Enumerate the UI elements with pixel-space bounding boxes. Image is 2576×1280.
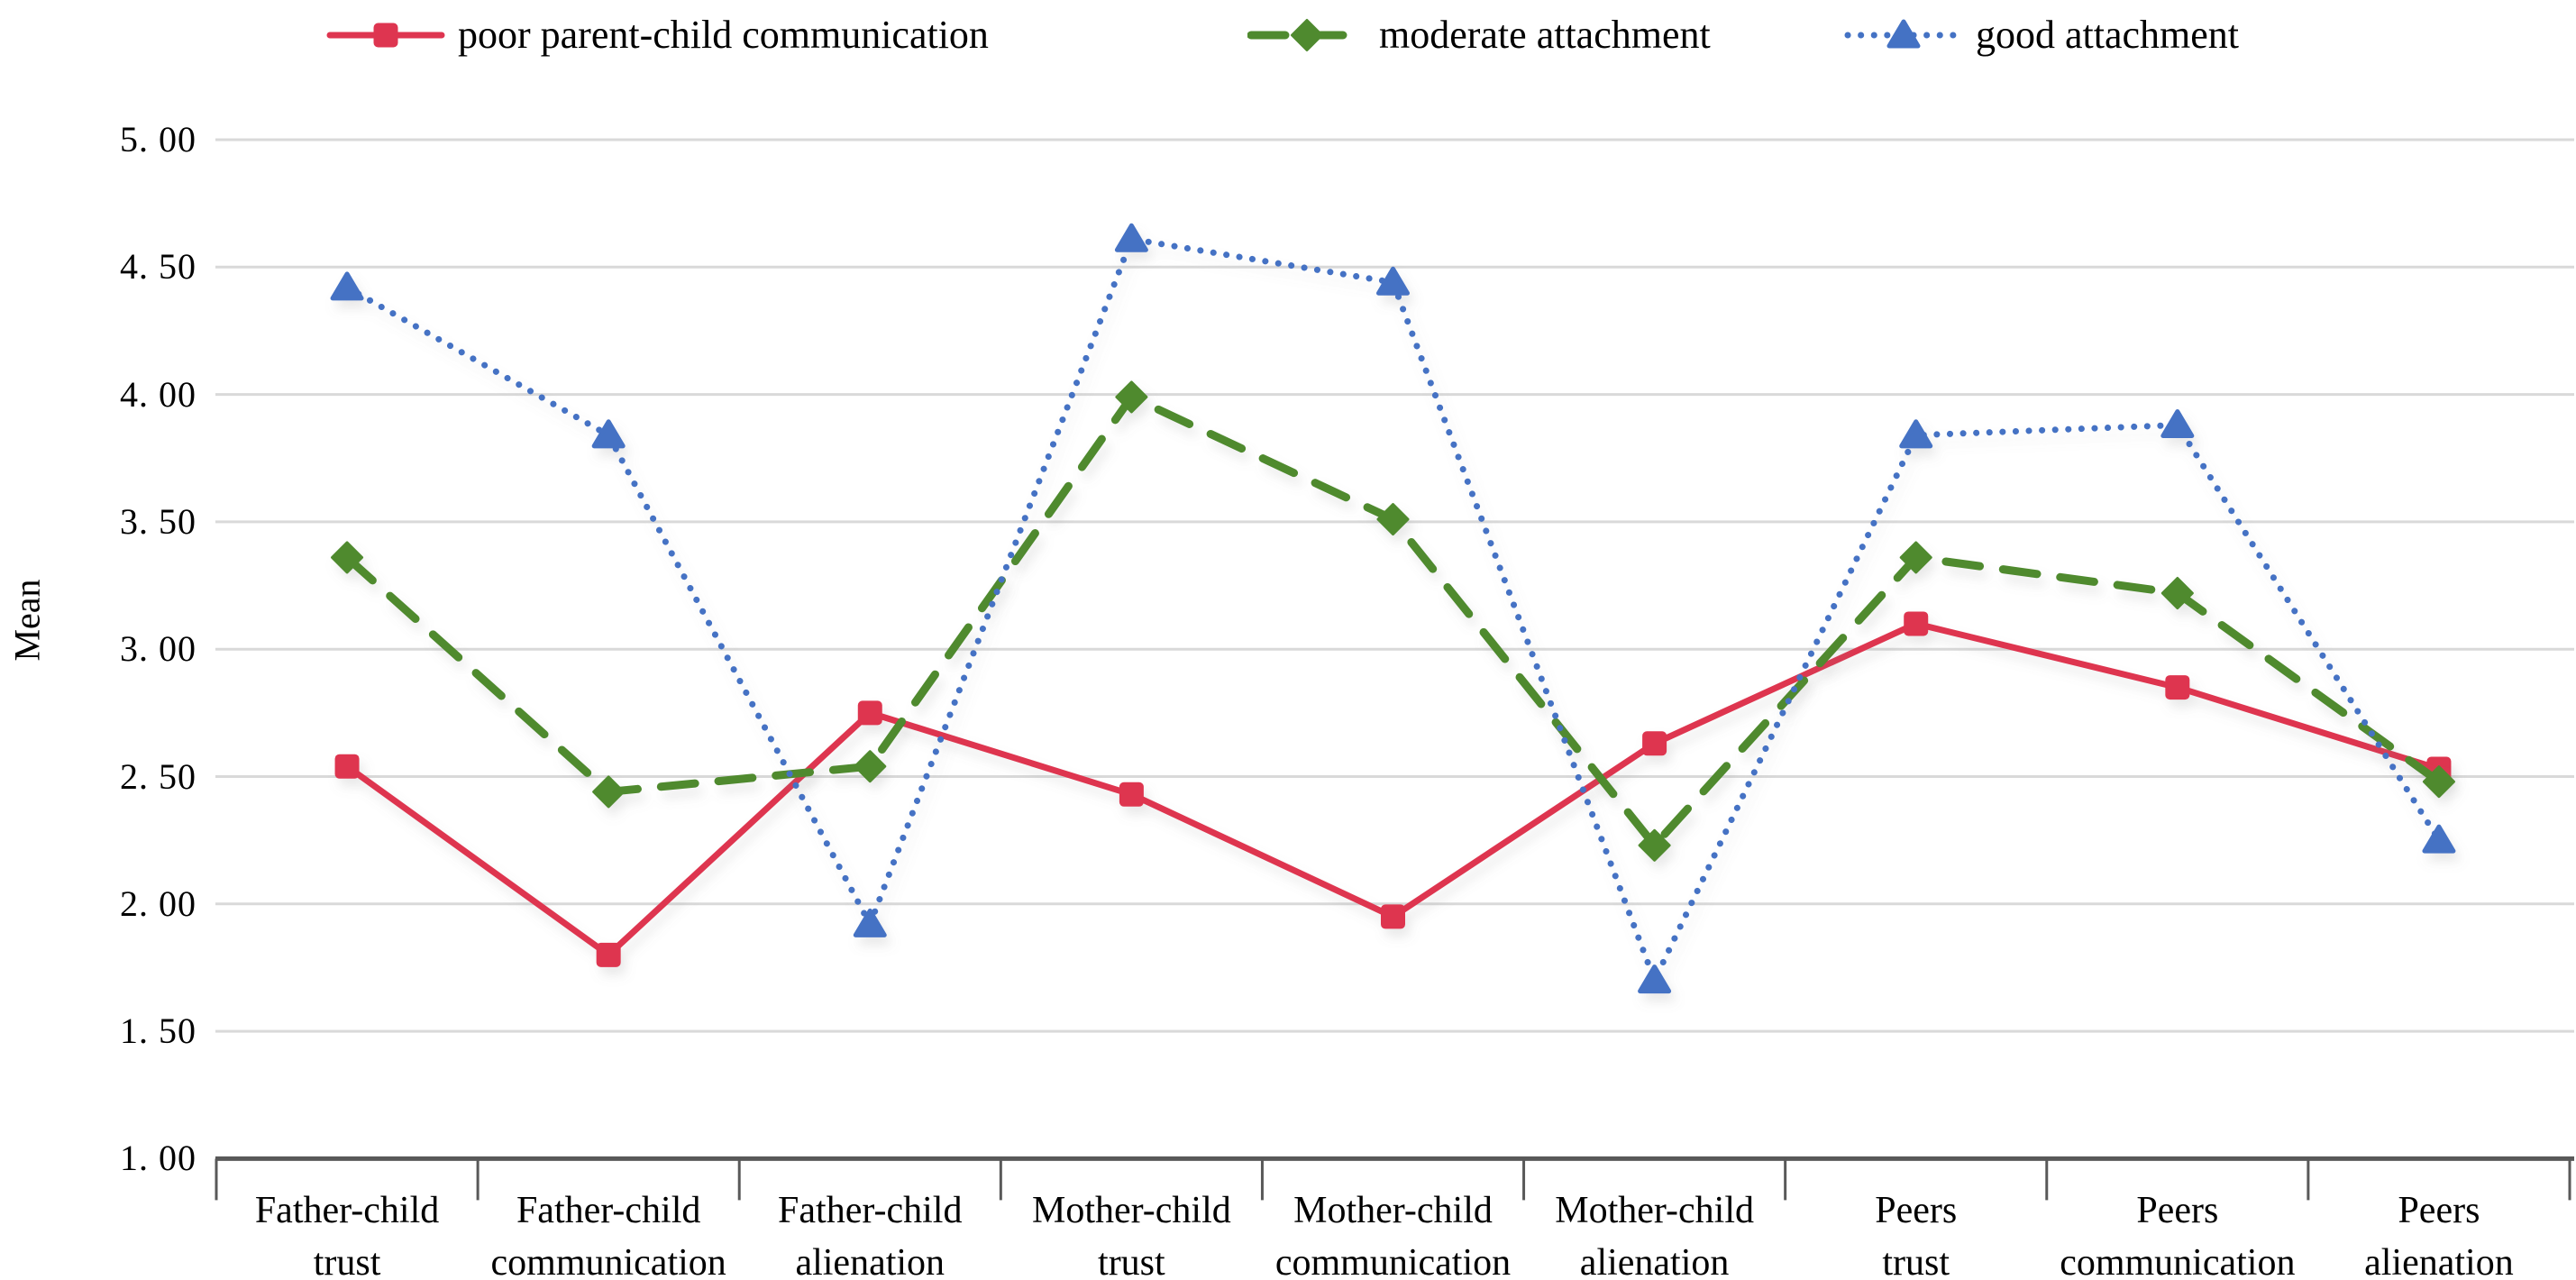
category-label-line2: communication [1274, 1242, 1512, 1280]
y-tick-label: 3. 00 [120, 628, 196, 670]
legend-item-poor-communication: poor parent-child communication [326, 0, 989, 70]
data-point-square-marker [1381, 904, 1405, 929]
series-line [343, 392, 2444, 850]
category-label-line2: trust [1098, 1242, 1165, 1280]
legend-label: good attachment [1976, 13, 2240, 57]
y-tick-label: 1. 50 [120, 1010, 196, 1052]
data-point-diamond-marker [1115, 380, 1148, 414]
category-label-line1: Peers [2136, 1190, 2219, 1231]
category-label: Father-child trust [212, 1184, 482, 1280]
data-point-square-marker [2165, 675, 2190, 700]
data-point-triangle-marker [1376, 266, 1410, 296]
category-label-line1: Peers [1875, 1190, 1958, 1231]
category-label: Father-child alienation [735, 1184, 1005, 1280]
data-point-square-marker [1119, 782, 1144, 807]
category-label-line2: alienation [1579, 1242, 1730, 1280]
category-label-line1: Father-child [516, 1190, 701, 1231]
series-diamond [331, 380, 2455, 862]
category-label-line2: alienation [2364, 1242, 2514, 1280]
chart-legend: poor parent-child communication moderate… [0, 0, 2576, 72]
data-point-diamond-marker [592, 775, 626, 809]
data-point-diamond-marker [854, 750, 887, 783]
legend-swatch-square-icon [326, 23, 445, 48]
category-label-line2: alienation [795, 1242, 945, 1280]
category-label: Peers trust [1781, 1184, 2051, 1280]
series-square [334, 611, 2452, 967]
data-point-triangle-marker [1638, 965, 1672, 994]
category-label-line1: Peers [2398, 1190, 2480, 1231]
category-label: Mother-child communication [1258, 1184, 1529, 1280]
legend-swatch-diamond-icon [1247, 19, 1366, 51]
data-point-triangle-marker [853, 908, 887, 937]
category-label: Peers communication [2042, 1184, 2313, 1280]
category-label: Peers alienation [2304, 1184, 2574, 1280]
y-tick-label: 4. 50 [120, 246, 196, 288]
series-line [343, 235, 2443, 984]
category-label-line2: trust [1882, 1242, 1950, 1280]
category-label-line1: Father-child [778, 1190, 963, 1231]
legend-label: poor parent-child communication [458, 13, 989, 57]
data-point-diamond-marker [1376, 503, 1410, 536]
legend-swatch-triangle-icon [1844, 19, 1963, 49]
data-point-triangle-marker [591, 419, 626, 449]
data-point-triangle-marker [2160, 409, 2195, 439]
category-label-line2: communication [490, 1242, 726, 1280]
data-point-triangle-marker [2422, 824, 2456, 854]
data-point-triangle-marker [1114, 223, 1148, 252]
category-label: Mother-child alienation [1520, 1184, 1790, 1280]
category-label-line1: Mother-child [1031, 1190, 1231, 1231]
legend-item-moderate-attachment: moderate attachment [1247, 0, 1711, 70]
category-label-line1: Mother-child [1293, 1190, 1493, 1231]
y-tick-label: 5. 00 [120, 119, 196, 160]
legend-label: moderate attachment [1379, 13, 1711, 57]
category-label: Mother-child trust [996, 1184, 1266, 1280]
category-label: Father-child communication [473, 1184, 744, 1280]
data-point-triangle-marker [1886, 19, 1921, 49]
series-triangle [330, 223, 2456, 994]
legend-item-good-attachment: good attachment [1844, 0, 2239, 70]
data-point-diamond-marker [1899, 541, 1932, 574]
y-tick-label: 2. 50 [120, 755, 196, 797]
data-point-diamond-marker [1638, 828, 1671, 862]
category-label-line2: communication [2060, 1242, 2296, 1280]
data-point-square-marker [1642, 731, 1667, 756]
category-label-line1: Mother-child [1555, 1190, 1754, 1231]
y-tick-label: 4. 00 [120, 373, 196, 415]
data-point-triangle-marker [1899, 419, 1933, 449]
data-point-square-marker [373, 23, 398, 48]
data-point-triangle-marker [330, 271, 364, 301]
data-point-square-marker [1904, 611, 1929, 636]
y-tick-label: 2. 00 [120, 882, 196, 924]
category-label-line2: trust [313, 1242, 381, 1280]
data-point-square-marker [596, 942, 621, 967]
category-label-line1: Father-child [254, 1190, 440, 1231]
y-tick-label: 1. 00 [120, 1138, 196, 1179]
y-tick-label: 3. 50 [120, 500, 196, 542]
data-point-square-marker [857, 700, 882, 726]
data-point-diamond-marker [2422, 765, 2455, 799]
data-point-diamond-marker [2160, 577, 2194, 610]
data-point-diamond-marker [1291, 19, 1323, 51]
data-point-diamond-marker [331, 541, 364, 574]
data-point-square-marker [334, 754, 360, 779]
